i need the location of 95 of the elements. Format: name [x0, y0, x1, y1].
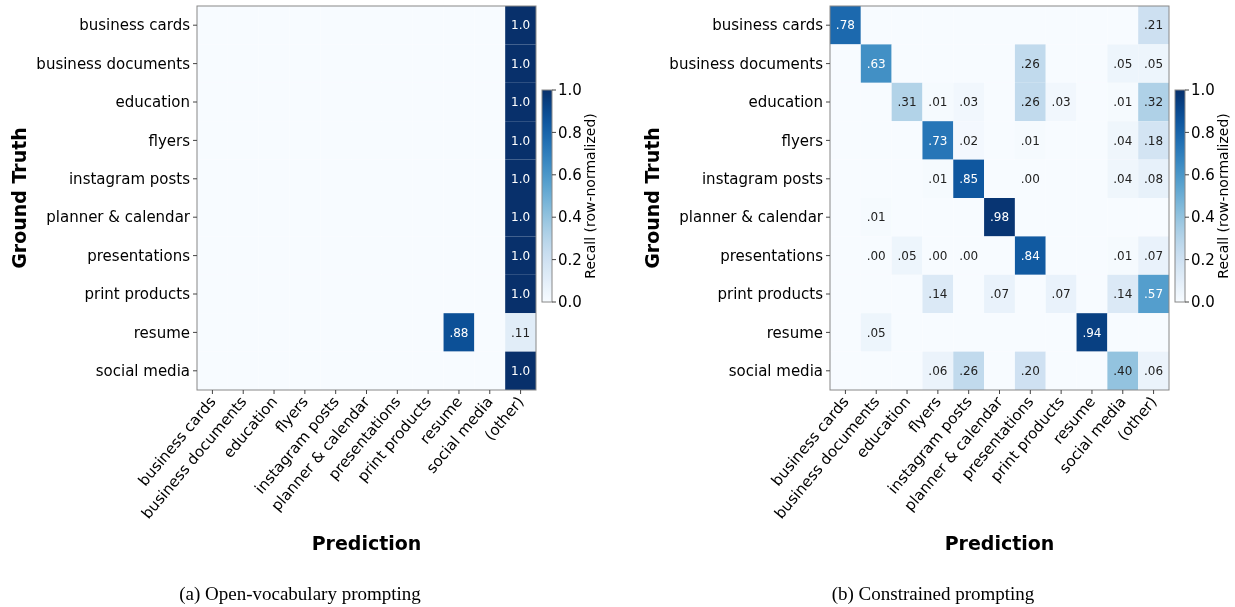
data-label: .73 — [928, 133, 948, 148]
data-label: .01 — [1113, 95, 1133, 110]
color-bar-label: 0.6 — [558, 166, 582, 185]
data-label: .32 — [1144, 95, 1164, 110]
data-label: .00 — [866, 248, 886, 263]
data-label: 1.0 — [511, 95, 531, 110]
data-label: .57 — [1144, 287, 1164, 302]
data-label: .18 — [1144, 133, 1164, 148]
data-label: .06 — [1144, 364, 1164, 378]
data-label: .14 — [928, 287, 948, 302]
color-bar-label: 0.0 — [1191, 293, 1215, 312]
data-label: 1.0 — [511, 248, 531, 263]
data-label: .00 — [959, 248, 979, 263]
data-label: .88 — [449, 325, 469, 340]
data-label: .01 — [1020, 133, 1040, 148]
color-bar-label: 0.2 — [1191, 250, 1215, 269]
data-label: .63 — [866, 56, 886, 71]
y-tick-label: planner & calendar — [46, 208, 191, 227]
data-label: .08 — [1144, 172, 1164, 186]
data-label: .26 — [1020, 56, 1040, 71]
color-bar-label: 0.6 — [1191, 166, 1215, 185]
data-label: .07 — [989, 287, 1010, 302]
y-tick-label: instagram posts — [701, 170, 824, 189]
data-label: 1.0 — [511, 364, 531, 378]
y-tick-label: social media — [95, 362, 190, 381]
data-label: .05 — [866, 325, 886, 340]
color-bar-title: Recall (row-normalized) — [1215, 113, 1231, 279]
color-bar-title: Recall (row-normalized) — [582, 113, 598, 279]
data-label: 1.0 — [511, 210, 531, 225]
y-tick-label: print products — [84, 285, 191, 304]
data-label: .02 — [959, 133, 979, 148]
data-label: .01 — [866, 210, 886, 225]
y-tick-label: resume — [766, 323, 823, 342]
text: (a) Open-vocabulary prompting — [179, 583, 422, 605]
data-label: .98 — [989, 210, 1010, 225]
data-label: .01 — [928, 95, 948, 110]
color-bar-label: 0.2 — [558, 250, 582, 269]
color-bar-label: 0.4 — [558, 208, 582, 227]
data-label: .21 — [1144, 18, 1164, 33]
data-label: .40 — [1113, 364, 1133, 378]
data-label: 1.0 — [511, 18, 531, 33]
y-axis-title: Ground Truth — [8, 127, 30, 269]
data-label: .04 — [1113, 133, 1133, 148]
data-label: .04 — [1113, 172, 1133, 186]
data-label: .26 — [1020, 95, 1040, 110]
y-tick-label: planner & calendar — [679, 208, 824, 227]
y-tick-label: print products — [717, 285, 824, 304]
data-label: .05 — [1144, 56, 1164, 71]
y-tick-label: flyers — [148, 131, 191, 150]
color-bar-label: 0.8 — [558, 123, 582, 142]
data-label: 1.0 — [511, 133, 531, 148]
data-label: .94 — [1082, 325, 1102, 340]
data-label: 1.0 — [511, 172, 531, 186]
color-bar-label: 0.0 — [558, 293, 582, 312]
color-bar-label: 0.4 — [1191, 208, 1215, 227]
y-tick-label: presentations — [720, 246, 824, 265]
data-label: .85 — [959, 172, 979, 186]
y-tick-label: education — [115, 93, 190, 112]
data-label: .78 — [835, 18, 855, 33]
x-axis-title: Prediction — [311, 532, 422, 554]
y-tick-label: education — [748, 93, 823, 112]
x-axis-title: Prediction — [944, 532, 1055, 554]
data-label: .14 — [1113, 287, 1133, 302]
color-bar-label: 0.8 — [1191, 123, 1215, 142]
y-tick-label: presentations — [87, 246, 191, 265]
y-axis-title: Ground Truth — [641, 127, 663, 269]
data-label: .03 — [1051, 95, 1071, 110]
data-label: .06 — [928, 364, 948, 378]
data-label: .07 — [1144, 248, 1164, 263]
data-label: .05 — [1113, 56, 1133, 71]
data-label: .01 — [1113, 248, 1133, 263]
color-bar-label: 1.0 — [558, 81, 582, 100]
y-tick-label: instagram posts — [68, 170, 191, 189]
color-bar-label: 1.0 — [1191, 81, 1215, 100]
text: (b) Constrained prompting — [831, 583, 1035, 605]
y-tick-label: business documents — [36, 54, 191, 73]
y-tick-label: business documents — [669, 54, 824, 73]
data-label: .84 — [1020, 248, 1040, 263]
data-label: .05 — [897, 248, 917, 263]
y-tick-label: flyers — [781, 131, 824, 150]
data-label: .20 — [1020, 364, 1040, 378]
data-label: .07 — [1051, 287, 1071, 302]
data-label: .01 — [928, 172, 948, 186]
data-label: 1.0 — [511, 287, 531, 302]
data-label: .00 — [928, 248, 948, 263]
data-label: .00 — [1020, 172, 1040, 186]
data-label: 1.0 — [511, 56, 531, 71]
y-tick-label: business cards — [712, 16, 824, 35]
data-label: .11 — [511, 325, 531, 340]
data-label: .03 — [959, 95, 979, 110]
y-tick-label: business cards — [79, 16, 191, 35]
y-tick-label: social media — [728, 362, 823, 381]
data-label: .26 — [959, 364, 979, 378]
y-tick-label: resume — [133, 323, 190, 342]
data-label: .31 — [897, 95, 917, 110]
